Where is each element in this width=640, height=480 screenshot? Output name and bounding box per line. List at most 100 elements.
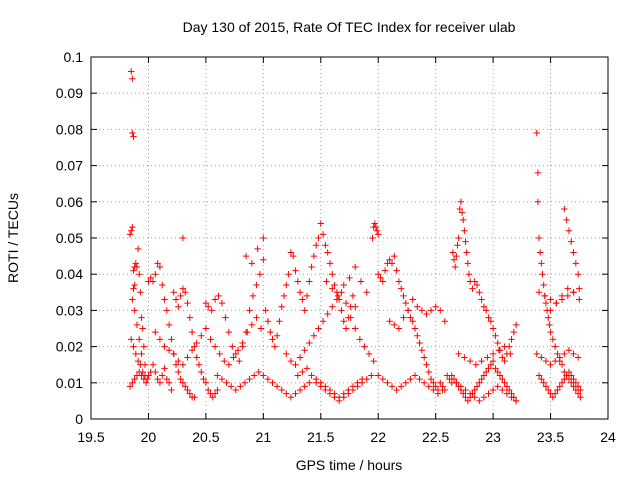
data-point <box>420 354 428 361</box>
data-point <box>310 332 318 339</box>
data-point <box>315 325 322 332</box>
data-point <box>262 307 269 314</box>
data-point <box>342 299 350 307</box>
data-point <box>303 365 311 372</box>
data-point <box>503 390 511 397</box>
data-point <box>296 386 304 394</box>
data-point <box>129 379 136 386</box>
data-point <box>414 303 421 310</box>
data-point <box>326 386 334 394</box>
data-point <box>260 256 267 263</box>
data-point <box>234 347 242 354</box>
data-point <box>476 289 483 296</box>
data-point <box>191 394 198 401</box>
data-point <box>409 296 416 303</box>
axis-ticks <box>90 56 609 420</box>
data-point <box>165 379 173 386</box>
data-point <box>128 227 135 234</box>
data-point <box>322 242 329 249</box>
data-point <box>186 314 194 321</box>
data-point <box>427 307 435 314</box>
data-point <box>236 357 243 365</box>
data-point <box>248 321 256 329</box>
data-point <box>545 314 552 321</box>
data-point <box>256 271 264 278</box>
data-point <box>377 274 384 282</box>
data-point <box>331 390 338 397</box>
data-point <box>398 285 405 292</box>
data-point <box>149 278 157 285</box>
data-point <box>324 249 331 256</box>
data-point <box>159 281 166 289</box>
data-point <box>133 321 141 329</box>
data-point <box>221 357 228 365</box>
data-point <box>465 271 473 278</box>
y-tick-labels: 0 0.01 0.02 0.03 0.04 0.05 0.06 0.07 0.08 0.09 0.1 <box>56 49 83 427</box>
data-point <box>461 227 468 234</box>
data-point <box>404 307 412 314</box>
data-point <box>283 281 290 289</box>
data-point <box>375 271 382 278</box>
data-point <box>242 252 250 260</box>
data-point <box>388 383 396 390</box>
data-point <box>572 379 580 386</box>
data-point <box>471 394 478 401</box>
data-point <box>540 379 547 386</box>
data-point <box>130 343 137 350</box>
data-point <box>501 379 508 386</box>
data-point <box>170 350 177 358</box>
data-point <box>469 285 476 292</box>
x-tick-label: 21.5 <box>307 429 334 445</box>
data-point <box>494 339 501 347</box>
data-point <box>462 386 469 394</box>
data-point <box>273 383 281 390</box>
data-point <box>574 390 582 397</box>
data-point <box>501 357 508 365</box>
data-point <box>179 361 187 368</box>
data-point <box>565 227 573 234</box>
data-point <box>331 281 338 289</box>
data-point <box>179 285 187 292</box>
data-point <box>310 252 318 260</box>
data-point <box>134 245 142 253</box>
data-point <box>264 318 272 325</box>
data-point <box>453 379 460 386</box>
data-point <box>215 292 222 300</box>
data-point <box>542 299 550 307</box>
data-point <box>230 354 237 361</box>
y-tick-label: 0.01 <box>56 375 83 391</box>
data-point <box>136 271 143 278</box>
data-point <box>294 372 301 379</box>
data-point <box>537 249 544 256</box>
data-point <box>352 325 359 332</box>
data-point <box>492 365 499 372</box>
y-tick-label: 0.09 <box>56 85 83 101</box>
data-point <box>496 372 504 379</box>
data-point <box>132 350 140 358</box>
data-point <box>512 321 520 329</box>
data-point <box>292 390 299 397</box>
data-point <box>264 375 272 383</box>
y-tick-label: 0.03 <box>56 302 83 318</box>
data-point <box>129 223 136 231</box>
data-point <box>179 379 187 386</box>
data-point <box>276 318 283 325</box>
data-point <box>501 343 508 350</box>
data-point <box>478 375 485 383</box>
data-point <box>462 238 469 245</box>
data-point <box>381 267 389 274</box>
data-point <box>347 314 354 321</box>
data-point <box>128 68 135 75</box>
data-point <box>269 336 276 343</box>
data-point <box>563 216 570 224</box>
data-point <box>303 292 311 300</box>
data-point <box>322 383 329 390</box>
data-point <box>430 386 437 394</box>
data-point <box>425 383 432 390</box>
data-point <box>168 386 175 394</box>
data-point <box>133 263 141 271</box>
data-point <box>449 249 457 256</box>
data-point <box>414 332 421 339</box>
data-point <box>466 357 474 365</box>
data-point <box>283 350 290 358</box>
